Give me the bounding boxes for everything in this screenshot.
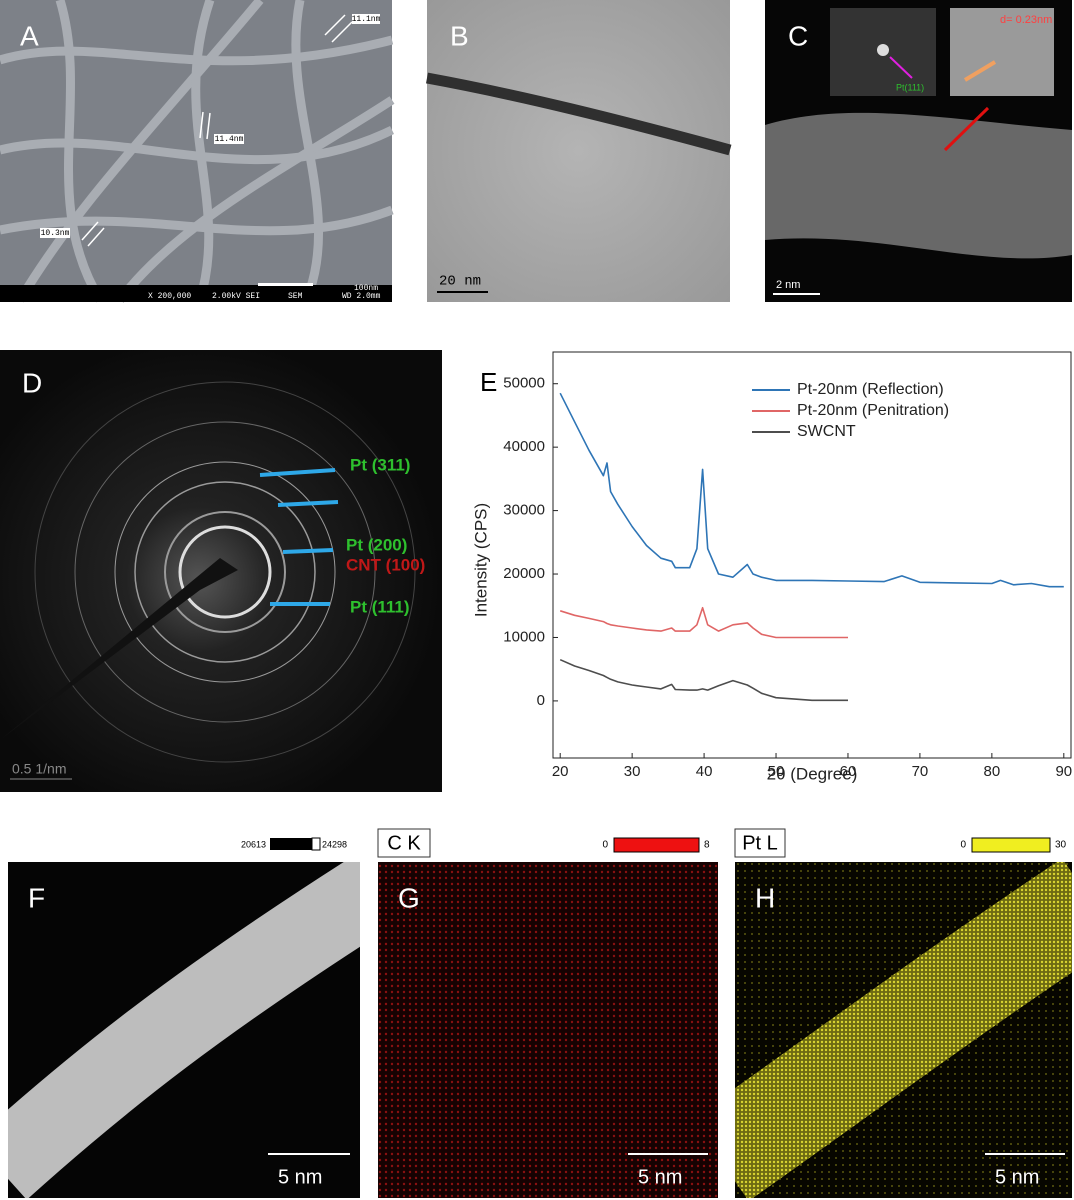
nanowire: [735, 862, 1072, 1198]
scale-label: 20 nm: [439, 274, 481, 290]
intensity-bar: [311, 837, 321, 851]
range-label: 0: [960, 840, 966, 851]
panel-label: F: [28, 882, 45, 913]
y-tick-label: 10000: [503, 628, 545, 645]
x-tick-label: 30: [624, 763, 641, 780]
width-label: 11.1nm: [352, 15, 381, 24]
fft-spot: [877, 44, 889, 56]
scale-label: 5 nm: [278, 1166, 322, 1188]
scale-label: 100nm: [354, 284, 378, 293]
range-label: 20613: [241, 839, 266, 849]
range-label: 30: [1055, 840, 1067, 851]
x-tick-label: 80: [984, 763, 1001, 780]
width-markers: [81, 14, 353, 247]
nanowire: [765, 112, 1072, 259]
nanowire: [426, 72, 732, 156]
panel-a: A 11.1nm 11.4nm 10.3nm X 200,000 2.00kV …: [0, 0, 395, 303]
data-line: [559, 658, 848, 702]
x-axis-title: 2θ (Degree): [767, 764, 858, 783]
legend-label: SWCNT: [797, 423, 856, 440]
ring-label: Pt (111): [350, 597, 410, 616]
x-tick-label: 70: [912, 763, 929, 780]
sem-info: 2.00kV SEI: [212, 292, 260, 301]
data-line: [559, 606, 848, 639]
legend-label: Pt-20nm (Penitration): [797, 402, 949, 419]
panel-label: B: [450, 20, 469, 51]
spacing-label: d= 0.23nm: [1000, 14, 1052, 26]
nanowire: [8, 862, 360, 1198]
x-tick-label: 60: [840, 763, 857, 780]
panel-d: D Pt (311) Pt (200) CNT (100) Pt (111) 0…: [0, 350, 442, 792]
panel-g: C K 0 8 G 5 nm: [377, 828, 718, 1198]
scale-bar: [258, 283, 313, 286]
map-label-box: [734, 828, 786, 858]
sem-info: WD 2.0mm: [342, 292, 381, 301]
panel-label: G: [398, 882, 420, 913]
map-label: Pt L: [742, 832, 778, 854]
width-label: 10.3nm: [41, 229, 70, 238]
intensity-bar: [971, 837, 1051, 853]
y-axis-title: Intensity (CPS): [471, 503, 490, 617]
label-box: [352, 14, 380, 24]
intensity-bar: [270, 838, 312, 850]
panel-label: C: [788, 20, 808, 51]
panel-f: 20613 24298 F 5 nm: [8, 837, 360, 1198]
arrow: [963, 60, 997, 82]
data-line: [559, 392, 1064, 588]
y-tick-label: 40000: [503, 438, 545, 455]
map-label-box: [377, 828, 431, 858]
label-box: [40, 228, 70, 238]
range-label: 24298: [322, 839, 347, 849]
arrow: [943, 106, 990, 152]
scale-label: 0.5 1/nm: [12, 761, 66, 777]
tem-image: [427, 0, 730, 302]
y-tick-label: 0: [537, 692, 545, 709]
range-label: 0: [602, 840, 608, 851]
hrtem-inset: [950, 8, 1054, 96]
x-tick-label: 40: [696, 763, 713, 780]
label-box: [214, 134, 244, 144]
panel-c: Pt(111) d= 0.23nm C 2 nm: [765, 0, 1072, 302]
scale-label: 5 nm: [638, 1166, 682, 1188]
width-label: 11.4nm: [215, 135, 244, 144]
y-tick-label: 20000: [503, 565, 545, 582]
diffraction-rings: [34, 381, 416, 763]
beam-stop: [0, 558, 238, 740]
intensity-bar: [613, 837, 700, 853]
x-tick-label: 20: [552, 763, 569, 780]
y-tick-label: 50000: [503, 375, 545, 392]
y-tick-label: 30000: [503, 502, 545, 519]
ring-arrows: [259, 468, 339, 606]
fibers: [0, 0, 395, 303]
ring-label: Pt (200): [346, 535, 407, 554]
scale-label: 5 nm: [995, 1166, 1039, 1188]
legend-label: Pt-20nm (Reflection): [797, 381, 944, 398]
ring-label: Pt (311): [350, 455, 410, 474]
x-tick-label: 50: [768, 763, 785, 780]
panel-label: H: [755, 882, 775, 913]
panel-b: B 20 nm: [426, 0, 732, 302]
sem-footer: [0, 285, 392, 302]
panel-h: Pt L 0 30 H 5 nm: [734, 828, 1072, 1198]
plot-frame: [552, 351, 1072, 759]
arrow: [889, 56, 913, 79]
sem-info: SEM: [288, 292, 303, 301]
panel-label: E: [480, 367, 497, 397]
scale-label: 2 nm: [776, 279, 800, 291]
range-label: 8: [704, 840, 710, 851]
map-label: C K: [387, 832, 421, 854]
panel-e: E 2θ (Degree) Intensity (CPS) 20 30 40 50 60…: [471, 351, 1072, 783]
ring-label: CNT (100): [346, 555, 425, 574]
carbon-map: [378, 862, 718, 1198]
fft-label: Pt(111): [896, 82, 924, 92]
x-tick-label: 90: [1055, 763, 1072, 780]
panel-label: D: [22, 367, 42, 398]
panel-label: A: [20, 20, 39, 51]
sem-info: X 200,000: [148, 292, 191, 301]
